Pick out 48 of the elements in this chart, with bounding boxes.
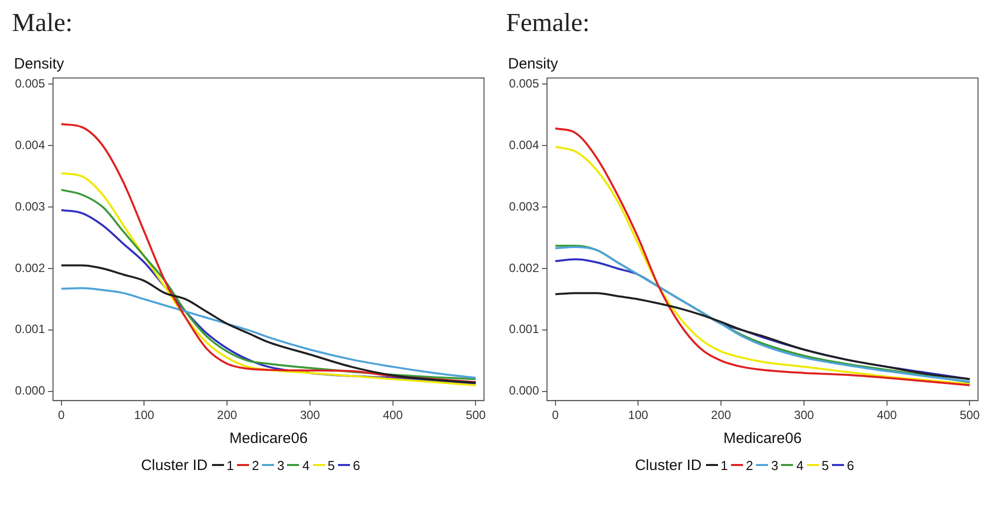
x-tick-label: 300 bbox=[794, 408, 814, 422]
x-tick-label: 500 bbox=[960, 408, 980, 422]
x-tick-label: 500 bbox=[466, 408, 486, 422]
y-axis-title: Density bbox=[508, 56, 559, 73]
x-axis-title: Medicare06 bbox=[229, 430, 308, 448]
y-tick-label: 0.000 bbox=[15, 384, 46, 398]
y-tick-label: 0.000 bbox=[509, 384, 540, 398]
legend-label: 1 bbox=[226, 458, 234, 472]
x-tick-label: 100 bbox=[134, 408, 155, 422]
legend-title: Cluster ID bbox=[634, 456, 702, 474]
legend-label: 3 bbox=[771, 458, 778, 472]
line-series bbox=[554, 292, 971, 380]
legend-label: 6 bbox=[352, 458, 360, 472]
legend-label: 1 bbox=[720, 458, 728, 472]
legend-label: 2 bbox=[252, 458, 260, 472]
legend-label: 5 bbox=[822, 458, 829, 472]
y-tick-label: 0.002 bbox=[15, 260, 46, 275]
line-series bbox=[60, 123, 477, 384]
x-axis-title: Medicare06 bbox=[723, 430, 802, 448]
chart-title: Male: bbox=[11, 8, 74, 39]
y-tick-label: 0.005 bbox=[509, 76, 540, 90]
y-tick-label: 0.002 bbox=[509, 260, 540, 275]
legend-label: 5 bbox=[328, 458, 335, 472]
legend-label: 2 bbox=[746, 458, 754, 472]
x-tick-label: 100 bbox=[628, 408, 649, 422]
legend-label: 3 bbox=[277, 458, 284, 472]
x-tick-label: 400 bbox=[876, 408, 898, 422]
x-tick-label: 200 bbox=[217, 408, 238, 422]
y-tick-label: 0.004 bbox=[15, 138, 46, 152]
y-axis-title: Density bbox=[14, 56, 65, 73]
y-tick-label: 0.003 bbox=[15, 199, 46, 214]
line-series bbox=[60, 264, 477, 384]
y-tick-label: 0.001 bbox=[509, 322, 540, 336]
x-tick-label: 400 bbox=[382, 408, 404, 422]
x-tick-label: 300 bbox=[300, 408, 320, 422]
y-tick-label: 0.005 bbox=[15, 76, 46, 90]
legend-title: Cluster ID bbox=[140, 456, 208, 474]
y-tick-label: 0.001 bbox=[15, 322, 46, 336]
y-tick-label: 0.003 bbox=[509, 199, 540, 214]
legend-label: 4 bbox=[796, 458, 804, 472]
x-tick-label: 0 bbox=[58, 408, 65, 422]
line-series bbox=[60, 287, 477, 379]
y-tick-label: 0.004 bbox=[509, 138, 540, 152]
legend-label: 4 bbox=[302, 458, 310, 472]
x-tick-label: 0 bbox=[552, 408, 559, 422]
x-tick-label: 200 bbox=[711, 408, 732, 422]
chart-title: Female: bbox=[505, 8, 591, 39]
legend-label: 6 bbox=[846, 458, 854, 472]
